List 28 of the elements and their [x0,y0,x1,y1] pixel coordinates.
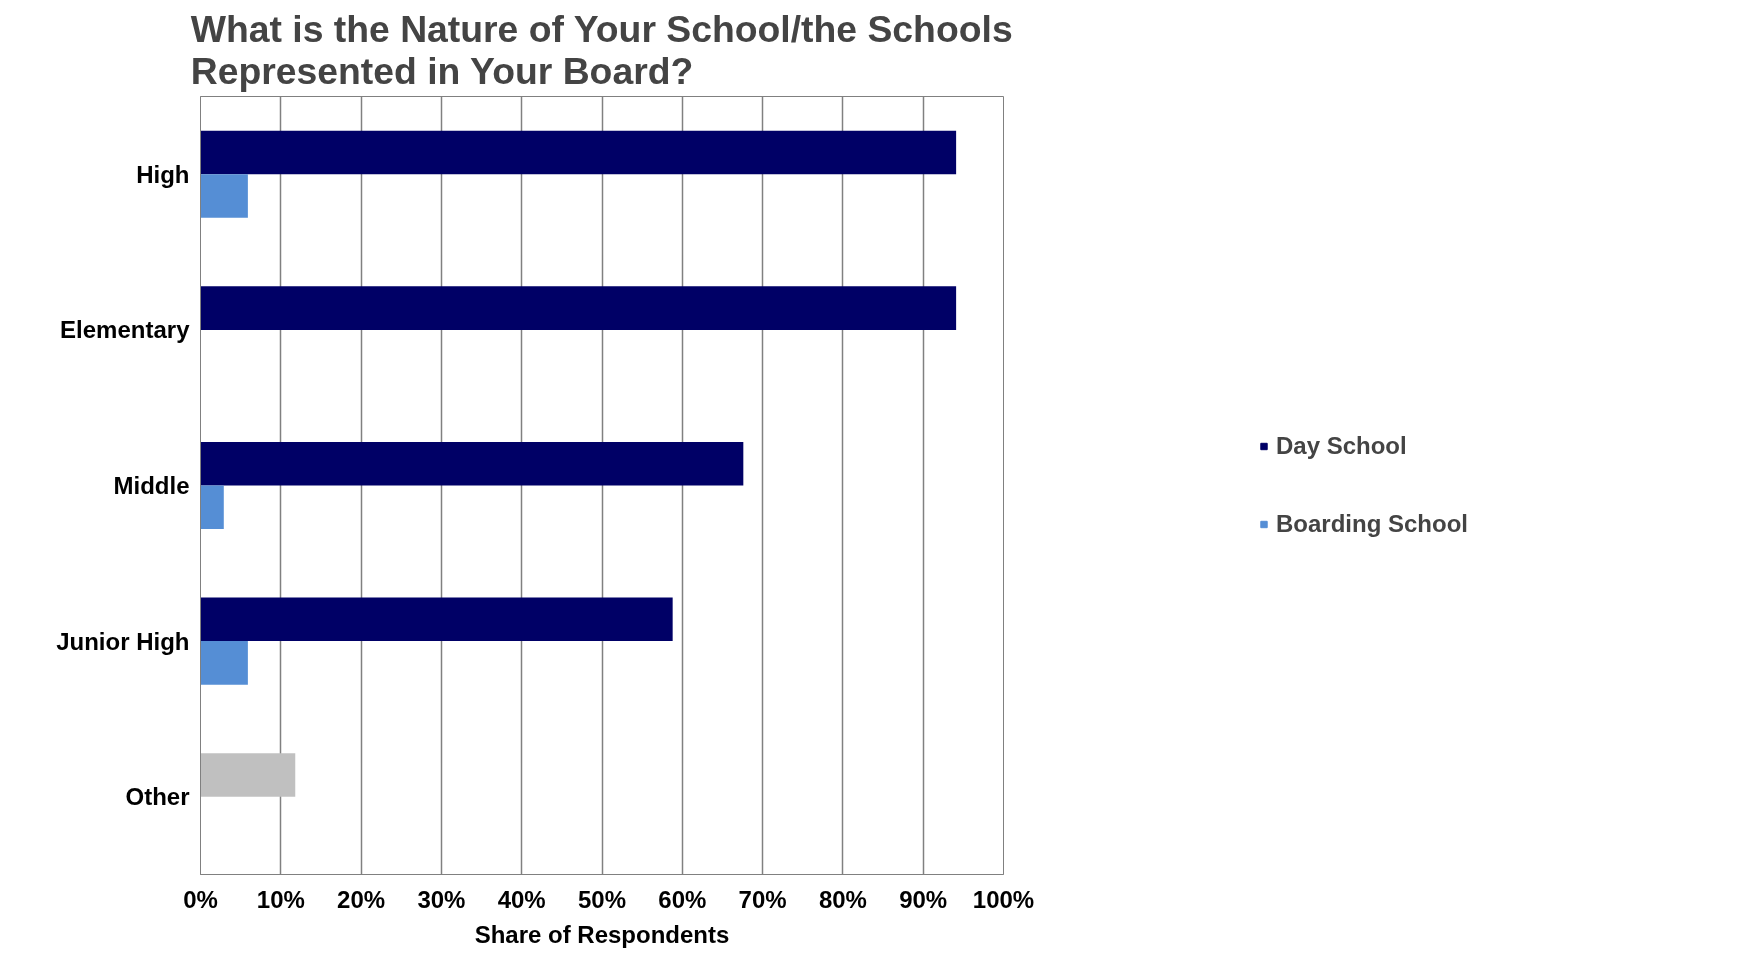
x-tick-label: 60% [658,885,707,913]
y-tick-label: Elementary [60,316,191,344]
y-tick-label: Other [125,783,190,811]
bar [200,641,248,685]
y-tick-label: Junior High [56,627,190,655]
x-tick-label: 50% [577,885,627,913]
y-tick-label: Middle [113,472,190,499]
x-tick-label: 100% [972,885,1035,913]
bar [200,441,744,486]
x-tick-label: 20% [337,885,386,913]
x-tick-label: 40% [497,885,546,913]
y-tick-label: High [136,160,190,188]
x-tick-label: 10% [256,885,305,913]
x-tick-label: 90% [899,885,948,913]
legend-label: Boarding School [1276,510,1468,538]
bar [200,597,673,642]
x-tick-label: 30% [417,885,466,913]
x-tick-label: 80% [818,885,867,913]
x-tick-label: 0% [183,885,218,913]
x-axis-title: Share of Respondents [474,920,730,948]
chart-title: What is the Nature of Your School/the Schools Represented in Your Board? [190,7,1013,92]
legend-label: Day School [1276,432,1407,460]
bar [200,753,296,797]
bar [200,286,957,330]
bar [200,130,957,175]
x-tick-label: 70% [738,885,787,913]
bar [200,485,224,530]
bar [200,174,248,218]
